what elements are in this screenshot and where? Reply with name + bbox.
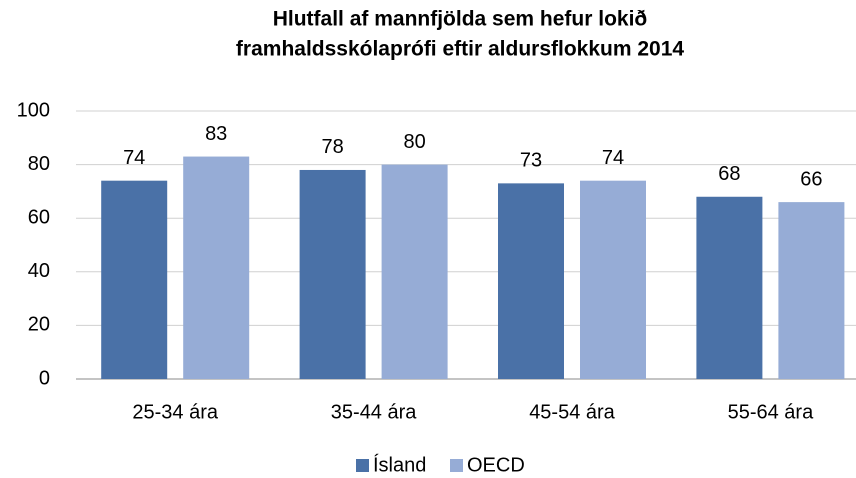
- x-tick-label: 35-44 ára: [331, 401, 417, 423]
- chart-title: Hlutfall af mannfjölda sem hefur lokið: [273, 8, 648, 31]
- bar: [299, 169, 366, 379]
- y-tick-label: 80: [28, 153, 50, 175]
- data-label: 80: [403, 131, 425, 153]
- legend-label: Ísland: [373, 453, 426, 476]
- data-label: 78: [321, 136, 343, 158]
- y-tick-label: 60: [28, 206, 50, 228]
- y-tick-label: 100: [17, 99, 50, 121]
- legend-swatch: [450, 459, 463, 472]
- bar: [183, 156, 250, 379]
- x-tick-label: 55-64 ára: [728, 401, 814, 423]
- bar: [580, 180, 646, 379]
- data-label: 74: [602, 147, 624, 169]
- chart-title: framhaldsskólaprófi eftir aldursflokkum …: [236, 38, 684, 61]
- data-label: 74: [123, 147, 145, 169]
- bar: [101, 180, 168, 379]
- bar: [778, 202, 845, 379]
- legend-swatch: [356, 459, 369, 472]
- x-tick-label: 45-54 ára: [529, 401, 615, 423]
- bar: [498, 183, 564, 379]
- bar: [381, 164, 448, 379]
- x-tick-label: 25-34 ára: [132, 401, 218, 423]
- data-label: 83: [205, 123, 227, 145]
- y-tick-label: 20: [28, 314, 50, 336]
- y-tick-label: 0: [39, 367, 50, 389]
- data-label: 66: [800, 168, 822, 190]
- y-tick-label: 40: [28, 260, 50, 282]
- bar: [696, 196, 763, 379]
- legend-label: OECD: [467, 454, 525, 476]
- data-label: 68: [718, 163, 740, 185]
- data-label: 73: [520, 150, 542, 172]
